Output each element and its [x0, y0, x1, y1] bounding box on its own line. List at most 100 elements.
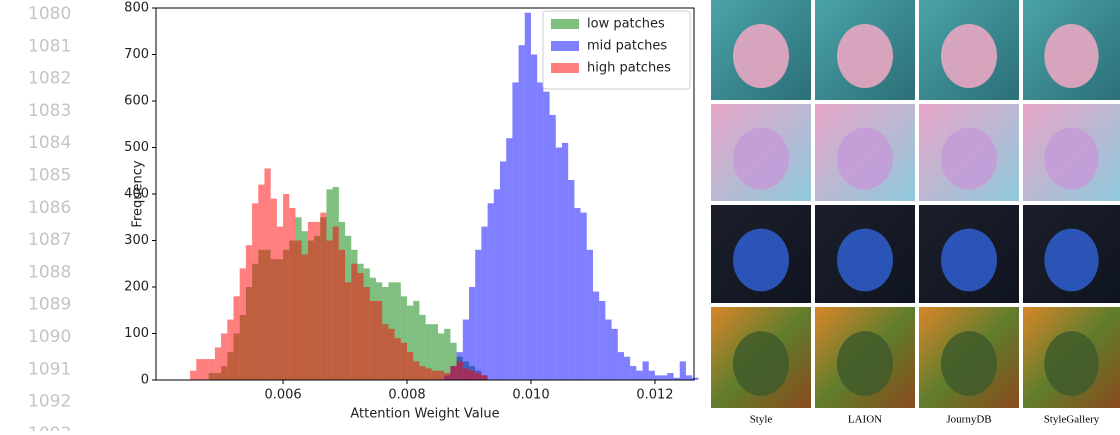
line-number: 1085: [28, 166, 71, 186]
image-subject: [1044, 331, 1098, 396]
image-subject: [1044, 229, 1098, 292]
histogram-bar: [450, 366, 456, 380]
image-subject: [941, 331, 997, 396]
image-subject: [941, 24, 997, 88]
y-tick-label: 200: [124, 280, 149, 295]
line-number: 1083: [28, 101, 71, 121]
y-tick-label: 500: [124, 140, 149, 155]
histogram-bar: [376, 301, 382, 380]
histogram-bar: [407, 352, 413, 380]
histogram-bar: [655, 375, 661, 380]
histogram-bar: [680, 361, 686, 380]
histogram-bar: [246, 245, 252, 380]
histogram-bar: [302, 254, 308, 380]
legend-label: low patches: [587, 17, 665, 32]
line-number: 1081: [28, 36, 71, 56]
histogram-bar: [593, 292, 599, 380]
line-number: 1080: [28, 4, 71, 24]
histogram-bar: [481, 227, 487, 380]
image-subject: [837, 331, 893, 396]
histogram-bar: [605, 320, 611, 380]
histogram-bar: [481, 375, 487, 380]
histogram-bar: [519, 45, 525, 380]
histogram-bar: [357, 273, 363, 380]
histogram-bar: [364, 287, 370, 380]
legend-label: high patches: [587, 61, 671, 76]
histogram-bar: [221, 334, 227, 381]
histogram-bar: [667, 373, 673, 380]
histogram-bar: [686, 375, 692, 380]
histogram-bar: [209, 359, 215, 380]
histogram-bar: [444, 329, 450, 380]
histogram-bar: [636, 371, 642, 380]
histogram-bar: [252, 203, 258, 380]
histogram-bar: [326, 241, 332, 381]
histogram-bar: [351, 264, 357, 380]
image-subject: [733, 127, 789, 189]
y-tick-label: 100: [124, 326, 149, 341]
legend-swatch: [551, 41, 579, 51]
histogram-bar: [562, 143, 568, 380]
legend-swatch: [551, 19, 579, 29]
column-caption: LAION: [848, 414, 882, 426]
histogram-bar: [624, 357, 630, 380]
page: 1080108110821083108410851086108710881089…: [0, 0, 1120, 431]
image-subject: [837, 24, 893, 88]
histogram-bar: [388, 329, 394, 380]
image-subject: [733, 24, 789, 88]
histogram-bar: [233, 296, 239, 380]
histogram-bar: [289, 208, 295, 380]
histogram-bar: [550, 115, 556, 380]
histogram-bar: [320, 213, 326, 380]
histogram-bar: [618, 352, 624, 380]
histogram-bar: [215, 347, 221, 380]
image-subject: [837, 127, 893, 189]
histogram-bar: [370, 301, 376, 380]
histogram-bar: [525, 13, 531, 380]
histogram-bar: [649, 371, 655, 380]
histogram-bar: [475, 373, 481, 380]
image-subject: [941, 127, 997, 189]
histogram-bar: [419, 366, 425, 380]
histogram-bar: [512, 82, 518, 380]
histogram-bar: [587, 250, 593, 380]
histogram-bar: [314, 222, 320, 380]
histogram-bar: [475, 250, 481, 380]
line-number: 1088: [28, 262, 71, 282]
line-number: 1093: [28, 424, 71, 431]
histogram-bar: [457, 361, 463, 380]
histogram-bar: [283, 194, 289, 380]
histogram-bar: [258, 185, 264, 380]
y-axis-label: Frequency: [131, 160, 146, 227]
histogram-bar: [426, 368, 432, 380]
histogram-bar: [345, 282, 351, 380]
histogram-bar: [432, 371, 438, 380]
image-subject: [733, 331, 789, 396]
line-number: 1082: [28, 69, 71, 89]
x-tick-label: 0.010: [512, 388, 549, 403]
x-tick-label: 0.008: [388, 388, 425, 403]
line-number: 1086: [28, 198, 71, 218]
column-caption: Style: [750, 414, 773, 426]
line-number: 1087: [28, 230, 71, 250]
x-tick-label: 0.006: [264, 388, 301, 403]
histogram-bar: [264, 168, 270, 380]
image-subject: [733, 229, 789, 292]
histogram-bar: [395, 338, 401, 380]
histogram-bar: [277, 227, 283, 380]
histogram-bar: [413, 361, 419, 380]
histogram-bar: [506, 138, 512, 380]
histogram-bar: [202, 359, 208, 380]
image-subject: [1044, 127, 1098, 189]
y-tick-label: 300: [124, 233, 149, 248]
histogram-bar: [469, 287, 475, 380]
histogram-bar: [190, 371, 196, 380]
histogram-bar: [568, 180, 574, 380]
histogram-bar: [295, 241, 301, 381]
column-caption: JournyDB: [946, 414, 991, 426]
line-number: 1091: [28, 359, 71, 379]
histogram-bar: [438, 371, 444, 380]
line-number: 1092: [28, 392, 71, 412]
image-subject: [837, 229, 893, 292]
